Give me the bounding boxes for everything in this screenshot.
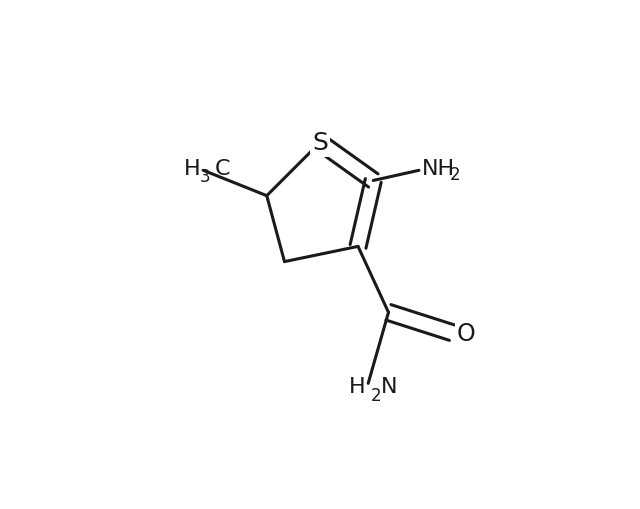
Text: NH: NH [422, 158, 454, 179]
Text: N: N [381, 376, 397, 396]
Text: 2: 2 [449, 166, 460, 184]
Text: H: H [184, 158, 201, 179]
Text: 3: 3 [200, 168, 211, 186]
Text: C: C [214, 158, 230, 179]
Text: S: S [312, 131, 328, 155]
Text: O: O [457, 321, 476, 345]
Text: 2: 2 [371, 386, 382, 404]
Text: H: H [349, 376, 365, 396]
